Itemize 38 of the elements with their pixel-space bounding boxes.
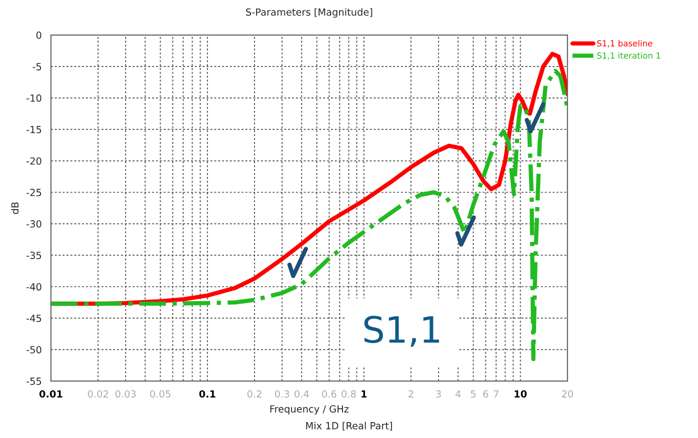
x-tick-label: 4	[455, 390, 461, 398]
x-tick-label: 3	[436, 390, 441, 398]
x-tick-label: 7	[494, 390, 498, 398]
x-tick-label: 10	[514, 390, 527, 398]
y-tick-label: -40	[26, 283, 42, 291]
y-tick-label: -30	[26, 220, 42, 228]
y-tick-label: -15	[26, 126, 42, 134]
y-tick-label: -55	[26, 378, 42, 385]
x-tick-label: 0.05	[150, 390, 170, 398]
x-tick-label: 0.8	[342, 390, 356, 398]
x-tick-label: 1	[362, 390, 367, 398]
x-tick-label: 0.4	[294, 390, 309, 398]
x-axis-title: Frequency / GHz	[270, 405, 349, 414]
x-tick-label: 0.03	[115, 390, 136, 398]
y-tick-label: -5	[32, 63, 42, 70]
y-tick-label: -10	[26, 94, 42, 102]
y-tick-label: 0	[36, 32, 42, 39]
x-tick-label: 5	[470, 390, 476, 398]
x-tick-label: 6	[483, 390, 488, 398]
x-tick-label: 0.2	[247, 390, 262, 398]
y-tick-label: -20	[26, 157, 42, 165]
x-tick-label: 0.6	[322, 390, 336, 398]
chart-title: S-Parameters [Magnitude]	[246, 8, 372, 18]
text: Mix 1D [Real Part]	[306, 422, 392, 431]
legend-label: S1,1 iteration 1	[597, 52, 660, 60]
x-tick-label: 0.01	[39, 390, 62, 398]
x-tick-label: 0.02	[88, 390, 108, 398]
y-axis-title: dB	[11, 202, 19, 214]
y-tick-label: -25	[26, 188, 42, 196]
x-tick-label: 2	[408, 390, 414, 398]
annotation: S1,1	[364, 316, 440, 347]
x-tick-label: 0.1	[199, 390, 216, 398]
y-tick-label: -35	[26, 252, 42, 260]
y-tick-label: -45	[26, 314, 42, 322]
x-tick-label: 20	[562, 390, 574, 398]
legend-label: S1,1 baseline	[597, 40, 652, 48]
y-tick-label: -50	[26, 346, 42, 354]
x-tick-label: 0.3	[274, 390, 290, 398]
